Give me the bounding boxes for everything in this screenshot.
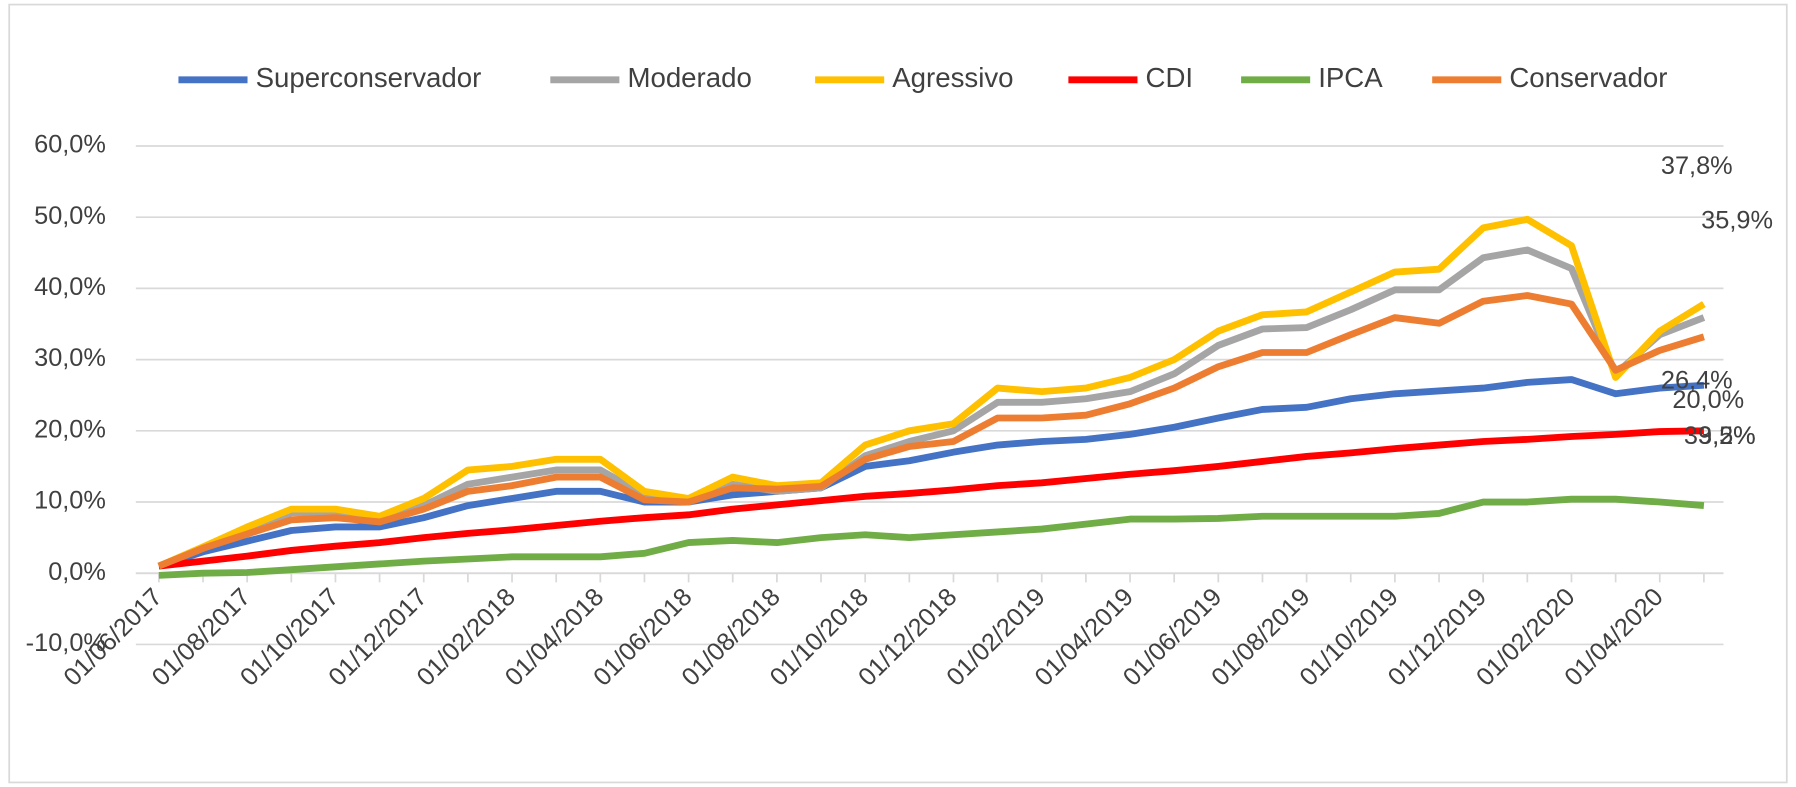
data-label: 35,9% — [1701, 207, 1773, 235]
y-tick-label: 0,0% — [48, 558, 106, 586]
legend-label: Superconservador — [256, 62, 482, 93]
data-label: 20,0% — [1672, 386, 1744, 414]
legend-label: IPCA — [1318, 62, 1383, 93]
chart-border — [8, 3, 1788, 784]
data-label: 9,5% — [1698, 422, 1756, 450]
y-tick-label: 10,0% — [34, 487, 106, 515]
y-tick-label: 30,0% — [34, 344, 106, 372]
series-line — [157, 215, 1706, 570]
legend-label: CDI — [1146, 62, 1194, 93]
legend-label: Conservador — [1509, 62, 1667, 93]
series-line — [157, 292, 1705, 570]
series-line — [158, 495, 1705, 579]
legend-label: Agressivo — [892, 62, 1013, 93]
data-label: 26,4% — [1661, 367, 1733, 395]
y-tick-label: 20,0% — [34, 416, 106, 444]
y-tick-label: 40,0% — [34, 273, 106, 301]
series-line — [157, 376, 1705, 570]
y-tick-label: 60,0% — [34, 131, 106, 159]
data-label: 33,2% — [1684, 422, 1756, 450]
y-tick-label: 50,0% — [34, 202, 106, 230]
legend-label: Moderado — [627, 62, 751, 93]
series-line — [158, 427, 1704, 570]
data-label: 37,8% — [1661, 152, 1733, 180]
y-tick-label: -10,0% — [26, 629, 106, 657]
